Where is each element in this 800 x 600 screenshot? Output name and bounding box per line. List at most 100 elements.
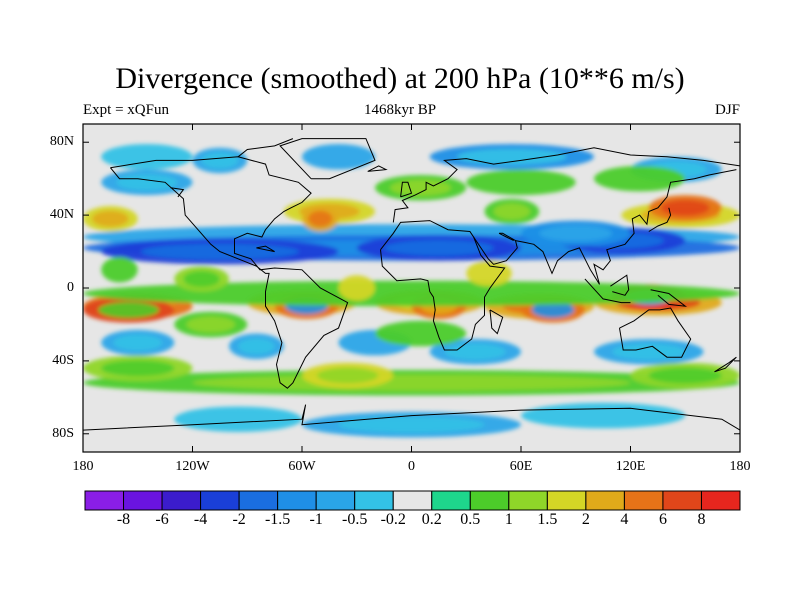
coastline [489,309,504,335]
lon-tick-label: 180 [72,459,94,474]
field-core [92,210,129,227]
colorbar-label: -6 [155,511,169,528]
lon-tick-label: 60W [288,459,316,474]
colorbar-swatch [662,490,702,511]
coastline [650,289,688,307]
field-core [317,367,379,384]
colorbar-swatch [123,490,163,511]
field-core [539,225,613,242]
field-core [308,210,333,227]
colorbar-swatch [84,490,125,511]
season-label: DJF [714,102,740,118]
field-core [384,239,494,256]
lon-tick-label: 60E [509,459,533,474]
colorbar-swatch [315,490,356,511]
coastline [473,232,518,265]
coastline [83,404,740,431]
coastline [279,138,376,180]
colorbar-swatch [431,490,471,511]
field-core [201,152,239,169]
coastline [367,165,388,172]
field-core [98,301,160,318]
lon-tick-label: 180 [729,459,751,474]
field-core [531,301,575,318]
coastline [392,147,740,223]
colorbar-label: 2 [581,511,590,528]
colorbar-swatch [469,490,510,511]
colorbar-label: -4 [193,511,208,528]
field-core [612,343,686,360]
field-core [183,270,220,287]
field-core [186,316,236,333]
lat-tick-label: 80S [52,425,74,441]
colorbar-label: 6 [658,511,667,528]
colorbar-swatch [238,490,279,511]
field-core [192,374,631,391]
colorbar-label: 8 [697,511,706,528]
colorbar-swatch [354,490,394,511]
colorbar-label: -2 [232,511,246,528]
field-core [101,360,175,377]
plot-title: Divergence (smoothed) at 200 hPa (10**6 … [115,62,685,95]
colorbar-label: -8 [116,511,131,528]
field-core [660,199,710,216]
coastline [619,307,692,358]
colorbar-label: -1 [309,511,323,528]
contour-fill [83,124,740,452]
coastline [110,156,349,389]
field-region [375,320,467,347]
colorbar-swatch [700,490,741,511]
colorbar-swatch [277,490,317,511]
field-core [390,179,452,196]
coastline [380,220,506,351]
experiment-label: Expt = xQFun [83,102,169,118]
coastline [648,207,672,232]
lon-tick-label: 120E [615,459,646,474]
coastline [714,356,737,373]
lat-tick-label: 80N [49,134,74,150]
coastline [170,187,185,198]
colorbar-label: 1 [504,511,513,528]
colorbar-swatch [623,490,664,511]
field-core [493,203,531,220]
coastline [515,169,737,285]
lat-tick-label: 0 [67,280,74,295]
field-core [457,148,567,165]
colorbar-label: 1.5 [537,511,558,528]
field-core [238,338,275,355]
coastline [256,245,275,253]
colorbar-swatch [392,490,433,511]
field-region [302,144,375,170]
field-region [338,275,375,301]
field-core [113,334,163,351]
coastline [610,274,630,296]
field-region [101,257,138,283]
colorbar-swatch [508,490,548,511]
lon-tick-label: 0 [408,459,415,474]
colorbar-swatch [585,490,625,511]
field-core [648,367,722,384]
field-region [466,169,576,196]
coastline [584,278,631,304]
field-region [83,280,740,307]
colorbar-label: 0.2 [421,511,442,528]
field-region [174,406,302,432]
colorbar-label: 0.5 [460,511,481,528]
lat-tick-label: 40N [49,207,74,223]
colorbar-label: -0.5 [342,511,368,528]
colorbar-swatch [546,490,587,511]
colorbar-label: -1.5 [264,511,291,528]
colorbar-swatch [200,490,240,511]
field-core [338,416,485,433]
field-region [101,144,193,170]
coastlines [83,138,740,431]
colorbar-swatch [161,490,202,511]
colorbar-label: 4 [620,511,629,528]
lon-tick-label: 120W [175,459,210,474]
field-region [594,165,686,192]
time-label: 1468kyr BP [363,102,437,118]
coastline [400,181,413,198]
coastline [237,138,294,158]
